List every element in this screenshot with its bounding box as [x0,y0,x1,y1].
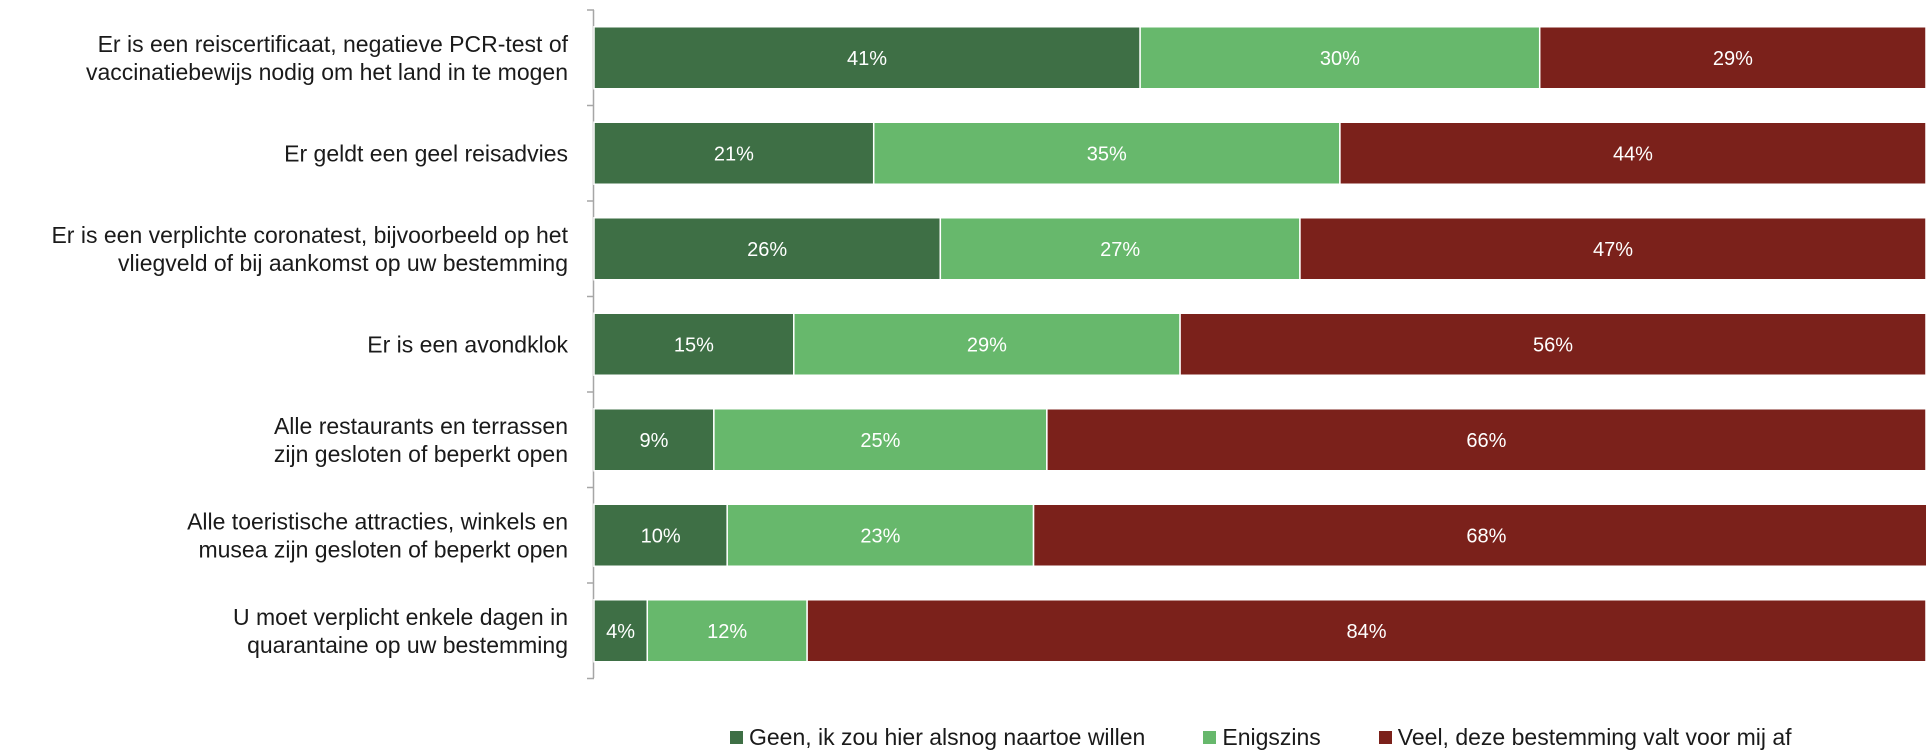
data-label: 30% [1320,48,1360,70]
bar-segment [1139,26,1541,90]
category-label: Er is een avondklok [367,331,568,357]
bar-segment [872,121,1341,185]
data-label: 29% [967,334,1007,356]
bar-segment [793,312,1181,376]
legend-item-veel: Veel, deze bestemming valt voor mij af [1378,724,1792,751]
category-label: U moet verplicht enkele dagen in [233,604,568,630]
bar-segment [646,599,808,663]
data-label: 23% [860,525,900,547]
category-label: Alle restaurants en terrassen [274,413,568,439]
category-label: Er is een reiscertificaat, negatieve PCR… [98,31,569,57]
data-label: 15% [674,334,714,356]
data-label: 35% [1087,143,1127,165]
bars: 41% 30% 29% 21% 35% 44% 26% 27% 47% 15% 29% 56% 9% 25… [593,26,1926,663]
data-label: 4% [606,621,635,643]
bar-segment [713,408,1048,472]
data-label: 44% [1613,143,1653,165]
data-label: 21% [714,143,754,165]
legend-swatch-veel [1378,731,1392,744]
legend-label-enigszins: Enigszins [1222,724,1321,750]
bar-segment [806,599,1926,663]
legend-swatch-geen [730,731,743,744]
legend-label-geen: Geen, ik zou hier alsnog naartoe willen [749,724,1146,750]
data-label: 12% [707,621,747,643]
category-label: musea zijn gesloten of beperkt open [198,536,568,562]
category-label: vliegveld of bij aankomst op uw bestemmi… [118,250,568,276]
legend-label-veel: Veel, deze bestemming valt voor mij af [1397,724,1792,750]
bar-segment [593,312,795,376]
legend-item-enigszins: Enigszins [1203,724,1321,751]
axis-ticks [587,9,594,680]
bar-segment [1339,121,1926,185]
data-label: 25% [860,430,900,452]
data-label: 27% [1100,239,1140,261]
bar-segment [1046,408,1926,472]
category-label: zijn gesloten of beperkt open [274,441,568,467]
bar-segment [1538,26,1926,90]
data-label: 9% [639,430,668,452]
data-label: 56% [1533,334,1573,356]
legend-swatch-enigszins [1203,731,1217,744]
data-label: 68% [1466,525,1506,547]
bar-segment [726,503,1035,567]
bar-segment [1032,503,1926,567]
bar-segment [1179,312,1926,376]
bar-segment [939,217,1301,281]
data-label: 10% [641,525,681,547]
data-label: 29% [1713,48,1753,70]
data-label: 66% [1466,430,1506,452]
category-label: Alle toeristische attracties, winkels en [187,508,568,534]
category-labels: Er is een reiscertificaat, negatieve PCR… [51,31,568,658]
bar-segment [593,217,942,281]
category-label: quarantaine op uw bestemming [247,632,568,658]
data-label: 41% [847,48,887,70]
category-label: vaccinatiebewijs nodig om het land in te… [86,59,568,85]
bar-segment [593,599,649,663]
data-label: 47% [1593,239,1633,261]
legend-item-geen: Geen, ik zou hier alsnog naartoe willen [730,724,1145,751]
bar-segment [593,121,875,185]
category-label: Er is een verplichte coronatest, bijvoor… [51,222,568,248]
data-label: 26% [747,239,787,261]
legend: Geen, ik zou hier alsnog naartoe willen … [730,724,1792,751]
category-label: Er geldt een geel reisadvies [284,140,568,166]
data-label: 84% [1347,621,1387,643]
